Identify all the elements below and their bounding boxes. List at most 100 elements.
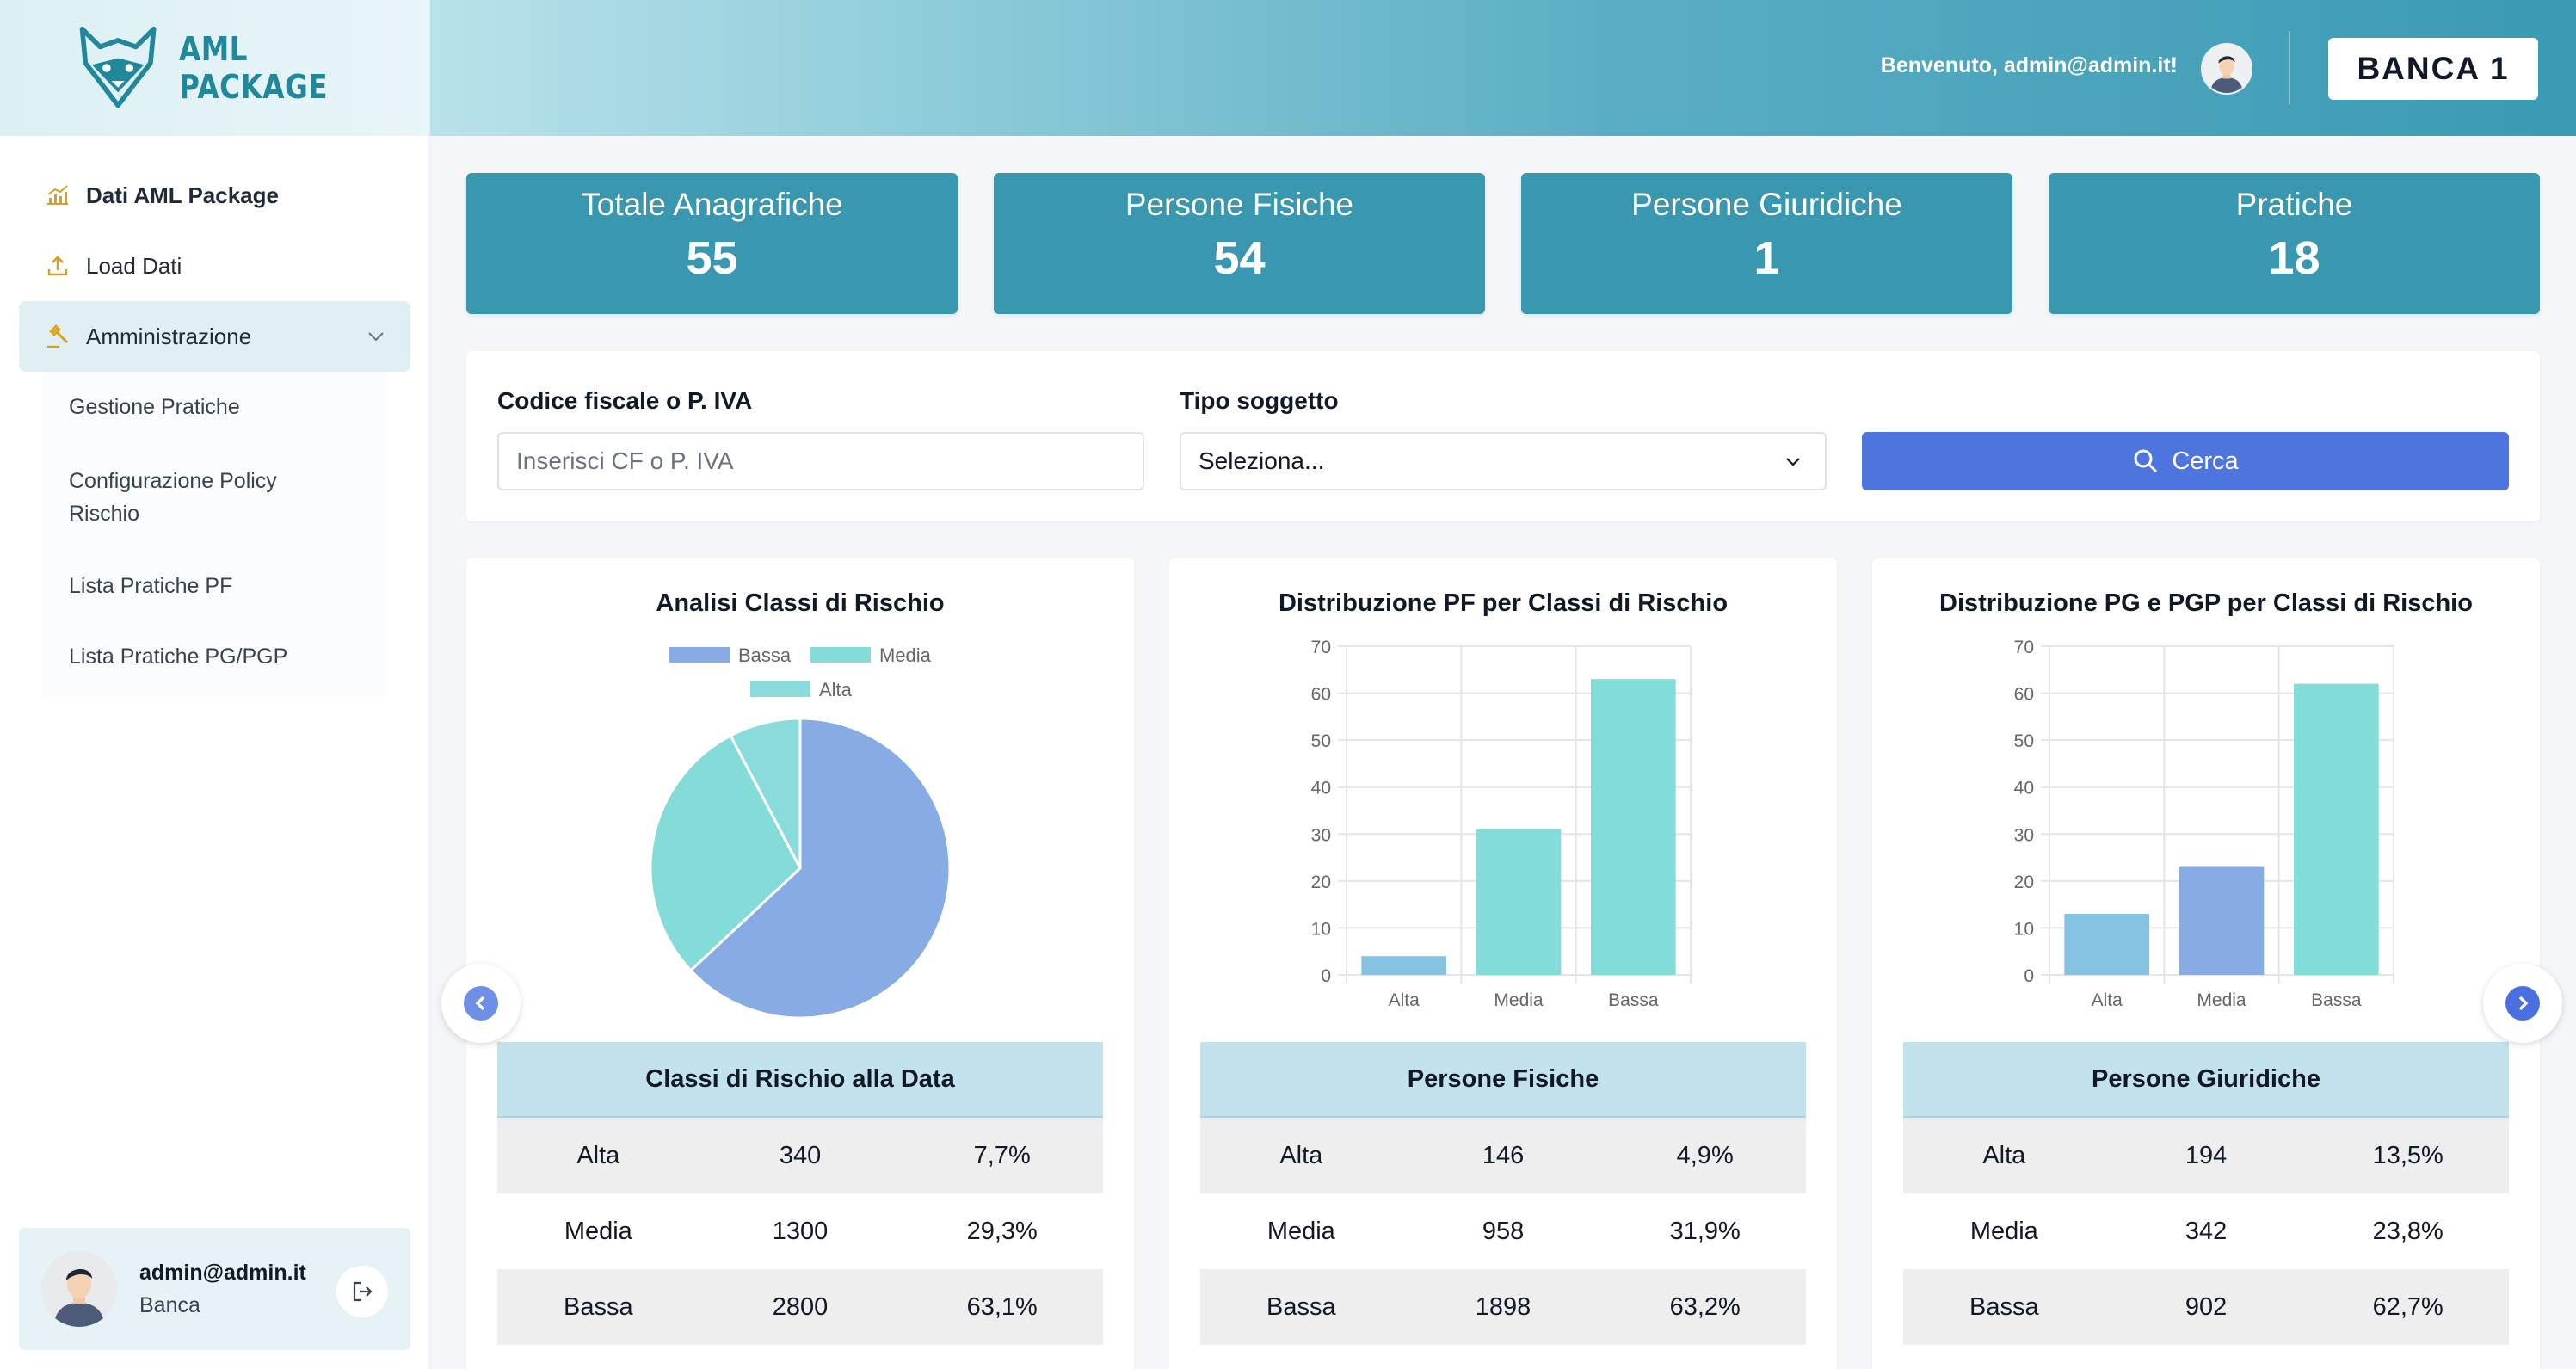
logout-button[interactable] — [336, 1266, 388, 1317]
risk-table: Persone Fisiche Alta 146 4,9% Media 958 … — [1200, 1042, 1806, 1345]
x-tick-label: Alta — [2092, 990, 2123, 1010]
y-tick-label: 10 — [1311, 919, 1331, 939]
y-tick-label: 50 — [1311, 731, 1331, 751]
stat-value: 55 — [686, 232, 738, 284]
table-cell: 63,2% — [1669, 1292, 1741, 1321]
x-tick-label: Media — [1494, 990, 1544, 1010]
legend-swatch — [669, 647, 730, 663]
y-tick-label: 20 — [2014, 873, 2034, 892]
bar-chart-pf: 0 10 20 30 40 50 60 70 Alta Media Bassa — [1311, 638, 1692, 1010]
sidebar-subitem-lista-pratiche-pg[interactable]: Lista Pratiche PG/PGP — [69, 644, 288, 669]
legend-item[interactable]: Bassa — [669, 644, 792, 666]
chart-card-pg: Distribuzione PG e PGP per Classi di Ris… — [1872, 558, 2540, 1369]
bar-alta[interactable] — [1361, 956, 1446, 975]
stat-card-pratiche: Pratiche 18 — [2049, 173, 2540, 314]
y-tick-label: 70 — [2014, 638, 2034, 657]
bank-selector-button[interactable]: BANCA 1 — [2328, 38, 2538, 100]
y-tick-label: 30 — [1311, 825, 1331, 845]
table-cell: Media — [564, 1217, 632, 1245]
search-button-label: Cerca — [2172, 447, 2239, 475]
stat-value: 1 — [1753, 232, 1780, 284]
sidebar-subitem-lista-pratiche-pf[interactable]: Lista Pratiche PF — [69, 574, 233, 598]
pie-slice-alta[interactable] — [729, 717, 802, 869]
sidebar-submenu: Gestione Pratiche Configurazione Policy … — [43, 372, 386, 697]
sidebar-subitem-configurazione-policy[interactable]: Configurazione Policy Rischio — [69, 469, 277, 526]
legend-label: Media — [879, 644, 932, 666]
table-cell: Bassa — [564, 1292, 633, 1321]
sidebar-subitem-gestione-pratiche[interactable]: Gestione Pratiche — [69, 395, 240, 419]
bar-media[interactable] — [1476, 829, 1562, 975]
y-tick-label: 60 — [2014, 685, 2034, 705]
bar-media[interactable] — [2179, 866, 2265, 975]
stat-label: Pratiche — [2235, 187, 2353, 222]
sidebar-item-dati-aml[interactable]: Dati AML Package — [19, 160, 410, 231]
table-cell: Media — [1266, 1217, 1335, 1245]
tipo-soggetto-select[interactable]: Seleziona... — [1180, 432, 1827, 490]
cf-input[interactable]: Inserisci CF o P. IVA — [497, 432, 1144, 490]
upload-icon — [47, 256, 68, 276]
chevron-down-icon — [1786, 458, 1800, 466]
user-card: admin@admin.it Banca — [19, 1228, 410, 1350]
y-tick-label: 40 — [2014, 779, 2034, 799]
table-row: Bassa 1898 63,2% — [1200, 1269, 1806, 1345]
table-cell: Alta — [1279, 1141, 1323, 1169]
pie-slice-bassa[interactable] — [688, 717, 952, 1020]
bar-bassa[interactable] — [1591, 679, 1676, 975]
table-row: Alta 194 13,5% — [1903, 1118, 2509, 1193]
legend-swatch — [810, 647, 871, 663]
chart-line-icon — [47, 185, 68, 205]
search-button[interactable]: Cerca — [1862, 432, 2509, 490]
chevron-down-icon[interactable] — [364, 324, 388, 348]
stat-value: 18 — [2268, 232, 2320, 284]
risk-table: Persone Giuridiche Alta 194 13,5% Media … — [1903, 1042, 2509, 1345]
table-cell: 62,7% — [2372, 1292, 2444, 1321]
stat-card-totale: Totale Anagrafiche 55 — [466, 173, 958, 314]
logo-area[interactable]: AML PACKAGE — [0, 0, 429, 136]
sidebar-item-amministrazione[interactable]: Amministrazione — [19, 301, 410, 372]
table-row: Alta 146 4,9% — [1200, 1118, 1806, 1193]
carousel-prev-button[interactable] — [441, 964, 521, 1043]
table-cell: 958 — [1482, 1217, 1525, 1245]
stat-label: Totale Anagrafiche — [581, 187, 843, 222]
gavel-icon — [47, 324, 69, 348]
legend-item[interactable]: Alta — [750, 679, 853, 700]
wolf-logo-icon — [79, 26, 157, 108]
sidebar-nav: Dati AML Package Load Dati Amministrazio… — [0, 136, 429, 697]
table-row: Media 1300 29,3% — [497, 1193, 1103, 1269]
carousel-next-button[interactable] — [2483, 964, 2562, 1043]
sidebar-item-label: Dati AML Package — [86, 182, 279, 208]
bar-bassa[interactable] — [2294, 683, 2379, 975]
table-cell: 29,3% — [966, 1217, 1038, 1245]
sidebar-item-load-dati[interactable]: Load Dati — [19, 231, 410, 301]
table-cell: Alta — [1982, 1141, 2026, 1169]
table-cell: 63,1% — [966, 1292, 1038, 1321]
table-cell: Bassa — [1969, 1292, 2039, 1321]
legend-label: Bassa — [738, 644, 792, 666]
table-header: Persone Fisiche — [1200, 1042, 1806, 1118]
table-cell: 1300 — [772, 1217, 829, 1245]
tipo-soggetto-value: Seleziona... — [1199, 447, 1325, 474]
table-row: Media 342 23,8% — [1903, 1193, 2509, 1269]
cf-placeholder: Inserisci CF o P. IVA — [516, 447, 734, 474]
x-tick-label: Bassa — [2311, 990, 2362, 1010]
pie-chart: Bassa Media Alta — [649, 644, 952, 1020]
y-tick-label: 0 — [1321, 966, 1331, 986]
user-avatar-icon — [41, 1251, 117, 1327]
user-email: admin@admin.it — [139, 1261, 306, 1285]
sidebar-item-label: Load Dati — [86, 252, 182, 279]
x-tick-label: Media — [2197, 990, 2246, 1010]
welcome-text: Benvenuto, admin@admin.it! — [1880, 53, 2178, 77]
table-cell: 31,9% — [1669, 1217, 1741, 1245]
table-cell: 4,9% — [1676, 1141, 1734, 1169]
legend-item[interactable]: Media — [810, 644, 932, 666]
y-tick-label: 70 — [1311, 638, 1331, 657]
table-row: Bassa 902 62,7% — [1903, 1269, 2509, 1345]
header-avatar[interactable] — [2201, 43, 2252, 95]
y-tick-label: 30 — [2014, 825, 2034, 845]
chart-title: Analisi Classi di Rischio — [656, 589, 945, 617]
table-cell: 342 — [2185, 1217, 2228, 1245]
pie-slice-media[interactable] — [649, 733, 802, 972]
x-tick-label: Alta — [1389, 990, 1420, 1010]
bar-alta[interactable] — [2064, 914, 2149, 975]
